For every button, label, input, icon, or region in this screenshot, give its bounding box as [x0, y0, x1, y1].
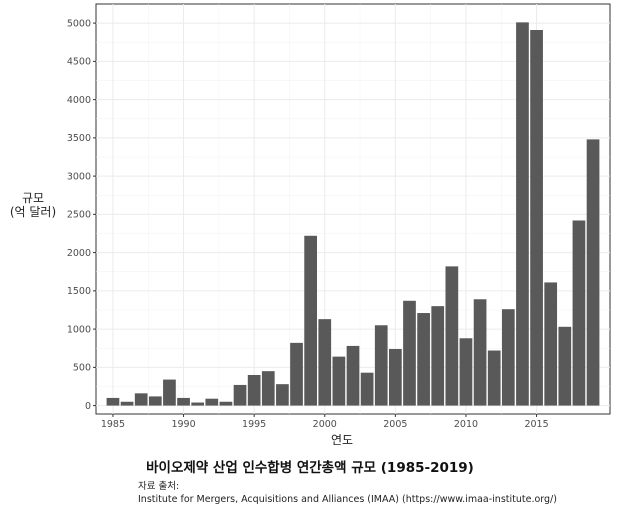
- y-tick-label: 3000: [67, 171, 91, 182]
- x-tick-label: 1995: [242, 419, 266, 430]
- bar: [544, 282, 558, 406]
- bar: [163, 379, 176, 406]
- bar: [586, 139, 600, 406]
- bar: [276, 384, 289, 406]
- bar: [247, 374, 261, 406]
- bar: [346, 345, 360, 406]
- bar: [360, 372, 374, 406]
- bar: [459, 338, 473, 406]
- bar: [120, 401, 134, 406]
- y-tick-label: 500: [73, 363, 91, 374]
- x-tick-label: 1985: [101, 419, 125, 430]
- bar: [516, 22, 529, 406]
- y-tick-label: 0: [85, 401, 91, 412]
- x-tick-label: 2015: [524, 419, 548, 430]
- y-axis-title-line1: 규모: [22, 191, 44, 205]
- x-axis-title: 연도: [331, 433, 353, 447]
- bar: [261, 371, 275, 406]
- y-tick-label: 4500: [67, 57, 91, 68]
- y-tick-label: 5000: [67, 18, 91, 29]
- y-axis-title-line2: (억 달러): [10, 205, 56, 219]
- y-tick-label: 4000: [67, 95, 91, 106]
- x-tick-label: 2005: [383, 419, 407, 430]
- bars: [106, 22, 600, 406]
- bar: [473, 299, 487, 406]
- bar: [417, 313, 430, 406]
- bar: [530, 30, 543, 406]
- bar: [290, 342, 303, 406]
- bar: [318, 319, 332, 406]
- bar: [219, 401, 233, 406]
- bar: [389, 348, 402, 406]
- chart-title: 바이오제약 산업 인수합병 연간총액 규모 (1985-2019): [146, 460, 474, 476]
- bar: [148, 396, 162, 406]
- bar: [205, 398, 219, 406]
- source-label: 자료 출처:: [138, 481, 180, 492]
- bar: [332, 356, 346, 406]
- y-axis-ticks: 0 500 1000 1500 2000 2500 3000 3500 4000 4500 5000: [67, 18, 96, 412]
- x-tick-label: 2000: [313, 419, 337, 430]
- bar: [572, 220, 586, 406]
- bar: [134, 393, 148, 406]
- bar: [191, 402, 205, 406]
- y-tick-label: 2000: [67, 248, 91, 259]
- bar: [431, 306, 445, 406]
- y-tick-label: 1000: [67, 324, 91, 335]
- bar: [558, 326, 572, 406]
- bar: [304, 235, 317, 406]
- bar-chart: 0 500 1000 1500 2000 2500 3000 3500 4000 4500 5000…: [10, 3, 611, 447]
- source-text: Institute for Mergers, Acquisitions and …: [138, 494, 557, 505]
- bar: [445, 266, 459, 406]
- x-tick-label: 1990: [171, 419, 195, 430]
- y-tick-label: 1500: [67, 286, 91, 297]
- bar: [177, 397, 190, 406]
- bar: [106, 397, 120, 406]
- y-tick-label: 3500: [67, 133, 91, 144]
- x-tick-label: 2010: [454, 419, 478, 430]
- bar: [403, 300, 416, 406]
- x-axis-ticks: 1985 1990 1995 2000 2005 2010 2015: [101, 414, 549, 430]
- bar: [233, 384, 247, 406]
- source-note: 자료 출처: Institute for Mergers, Acquisitio…: [138, 480, 557, 506]
- bar: [501, 309, 515, 406]
- bar: [487, 350, 501, 406]
- bar: [374, 325, 388, 406]
- y-tick-label: 2500: [67, 210, 91, 221]
